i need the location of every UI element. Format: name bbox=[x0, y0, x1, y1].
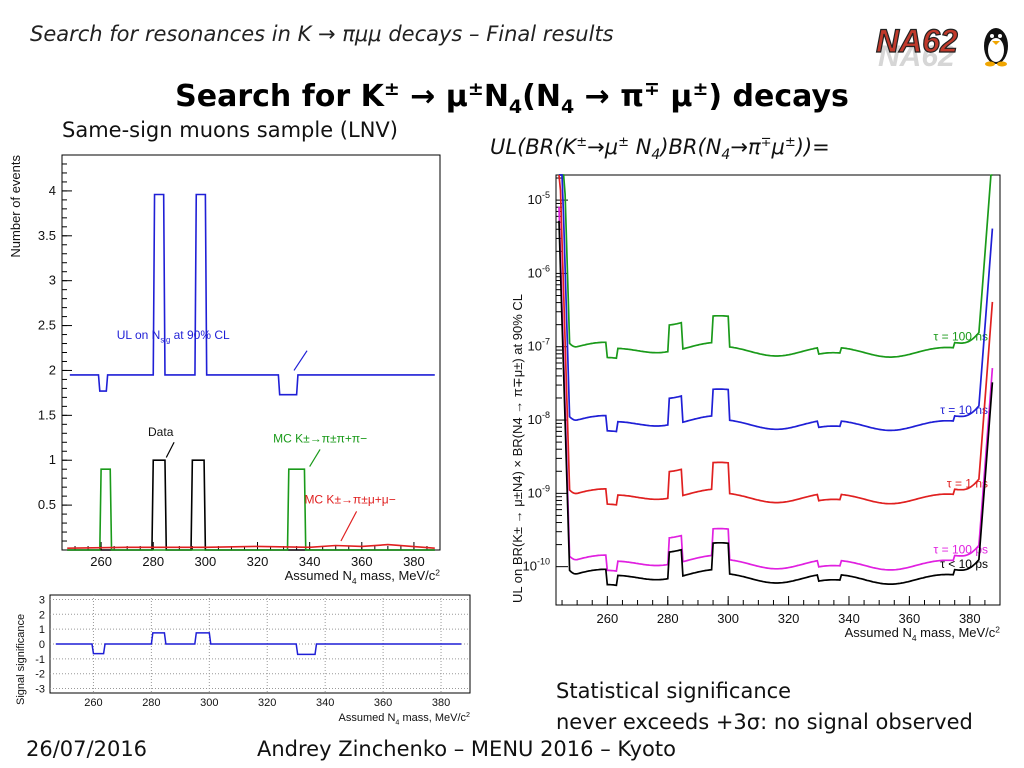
y-tick-label: 1 bbox=[49, 452, 56, 467]
y-tick-label: 0.5 bbox=[38, 497, 56, 512]
annotation-mc-3pi-arrow bbox=[309, 449, 321, 467]
y-tick-label: 2.5 bbox=[38, 318, 56, 333]
series-line-0 bbox=[559, 174, 993, 360]
x-tick-label: 280 bbox=[657, 611, 679, 626]
series-line-0 bbox=[69, 193, 435, 396]
annotation-mc-pimumu: MC K±→π±μ+μ− bbox=[304, 492, 395, 506]
x-axis-label: Assumed N4​ mass, MeV/c2​ bbox=[285, 567, 441, 585]
y-tick-label: 1.5 bbox=[38, 407, 56, 422]
annotation-data: Data bbox=[148, 425, 174, 439]
x-tick-label: 360 bbox=[351, 554, 373, 569]
formula-label: UL(BR(K±→μ± N4)BR(N4→π∓μ±))= bbox=[490, 135, 830, 164]
x-tick-label: 280 bbox=[142, 697, 160, 709]
x-tick-label: 260 bbox=[84, 697, 102, 709]
penguin-icon bbox=[984, 28, 1008, 67]
y-tick-label: 10-7 bbox=[528, 337, 550, 354]
y-tick-label: 10-6 bbox=[528, 263, 550, 280]
slide-title: Search for K± → μ±N4(N4 → π∓ μ±) decays bbox=[175, 78, 849, 118]
y-tick-label: 3.5 bbox=[38, 228, 56, 243]
series-label-0: τ = 100 ns bbox=[934, 330, 988, 344]
x-tick-label: 340 bbox=[838, 611, 860, 626]
y-tick-label: 10-10 bbox=[523, 557, 550, 574]
series-label-3: τ = 100 ps bbox=[934, 543, 988, 557]
significance-chart: 260 280 300 320 340 360 380 -3 -2 -1 0 1 2 3 Assumed N… bbox=[15, 594, 471, 726]
x-tick-label: 320 bbox=[258, 697, 276, 709]
annotation-ul: UL on Nsig​ at 90% CL bbox=[117, 328, 230, 345]
y-tick-label: 10-9 bbox=[528, 483, 550, 500]
x-tick-label: 340 bbox=[299, 554, 321, 569]
series-line-0 bbox=[55, 632, 462, 656]
y-tick-label: 2 bbox=[49, 362, 56, 377]
na62-logo: NA62 NA62 bbox=[875, 22, 1008, 73]
y-tick-label: 4 bbox=[49, 183, 56, 198]
y-tick-label: 10-5 bbox=[528, 190, 550, 207]
conclusion-line-1: Statistical significance bbox=[556, 679, 792, 703]
y-tick-label: 3 bbox=[49, 273, 56, 288]
x-tick-label: 320 bbox=[247, 554, 269, 569]
conclusion-text: Statistical significance never exceeds +… bbox=[556, 676, 973, 738]
y-tick-label: -3 bbox=[35, 684, 45, 696]
conclusion-line-2: never exceeds +3σ: no signal observed bbox=[556, 710, 973, 734]
y-tick-label: 3 bbox=[39, 594, 45, 606]
x-tick-label: 380 bbox=[959, 611, 981, 626]
series-line-3 bbox=[67, 543, 435, 550]
series-label-1: τ = 10 ns bbox=[940, 403, 988, 417]
header-subtitle: Search for resonances in K → πμμ decays … bbox=[30, 22, 614, 46]
sample-label: Same-sign muons sample (LNV) bbox=[62, 118, 398, 142]
footer-date: 26/07/2016 bbox=[26, 737, 148, 761]
y-tick-label: -1 bbox=[35, 654, 45, 666]
na62-logo-text: NA62 bbox=[876, 23, 958, 59]
series-line-2 bbox=[67, 468, 435, 551]
y-axis-label: Signal significance bbox=[15, 614, 27, 705]
annotation-mc-pimumu-arrow bbox=[340, 511, 358, 542]
series-line-3 bbox=[558, 206, 994, 573]
x-axis-label: Assumed N4​ mass, MeV/c2​ bbox=[339, 711, 470, 726]
y-tick-label: 2 bbox=[39, 609, 45, 621]
na62-logo-reflection: NA62 bbox=[878, 40, 955, 73]
x-axis-label: Assumed N4​ mass, MeV/c2​ bbox=[845, 624, 1001, 642]
annotation-mc-3pi: MC K±→π±π+π− bbox=[273, 431, 367, 445]
x-tick-label: 260 bbox=[596, 611, 618, 626]
x-tick-label: 380 bbox=[432, 697, 450, 709]
x-tick-label: 300 bbox=[200, 697, 218, 709]
y-axis-label: Number of events bbox=[8, 155, 23, 258]
y-tick-label: 0 bbox=[39, 639, 45, 651]
y-tick-label: 10-8 bbox=[528, 410, 550, 427]
y-axis-label: UL on BR(K± → μ±N4) × BR(N4 → π∓μ±) at 9… bbox=[510, 294, 525, 603]
x-tick-label: 360 bbox=[899, 611, 921, 626]
series-line-1 bbox=[559, 174, 994, 433]
plot-frame bbox=[555, 174, 1001, 606]
plot-frame bbox=[61, 154, 441, 551]
x-tick-label: 320 bbox=[778, 611, 800, 626]
x-tick-label: 300 bbox=[717, 611, 739, 626]
annotation-ul-arrow bbox=[293, 350, 308, 371]
upper-limit-chart: 260 280 300 320 340 360 380 10-10 10-9 10-8 10-7 10… bbox=[510, 174, 1001, 643]
x-tick-label: 380 bbox=[403, 554, 425, 569]
series-label-4: τ < 10 ps bbox=[940, 557, 988, 571]
series-line-2 bbox=[558, 174, 994, 506]
events-chart: 260 280 300 320 340 360 380 0.5 1 1.5 2 2.5 3 3.5 4 Ass… bbox=[8, 154, 441, 586]
footer-text: Andrey Zinchenko – MENU 2016 – Kyoto bbox=[257, 737, 676, 761]
x-tick-label: 300 bbox=[195, 554, 217, 569]
y-tick-label: -2 bbox=[35, 669, 45, 681]
annotation-data-arrow bbox=[165, 441, 175, 458]
x-tick-label: 280 bbox=[142, 554, 164, 569]
series-label-2: τ = 1 ns bbox=[947, 476, 988, 490]
y-tick-label: 1 bbox=[39, 624, 45, 636]
x-tick-label: 340 bbox=[316, 697, 334, 709]
x-tick-label: 260 bbox=[90, 554, 112, 569]
series-line-4 bbox=[558, 220, 994, 587]
x-tick-label: 360 bbox=[374, 697, 392, 709]
